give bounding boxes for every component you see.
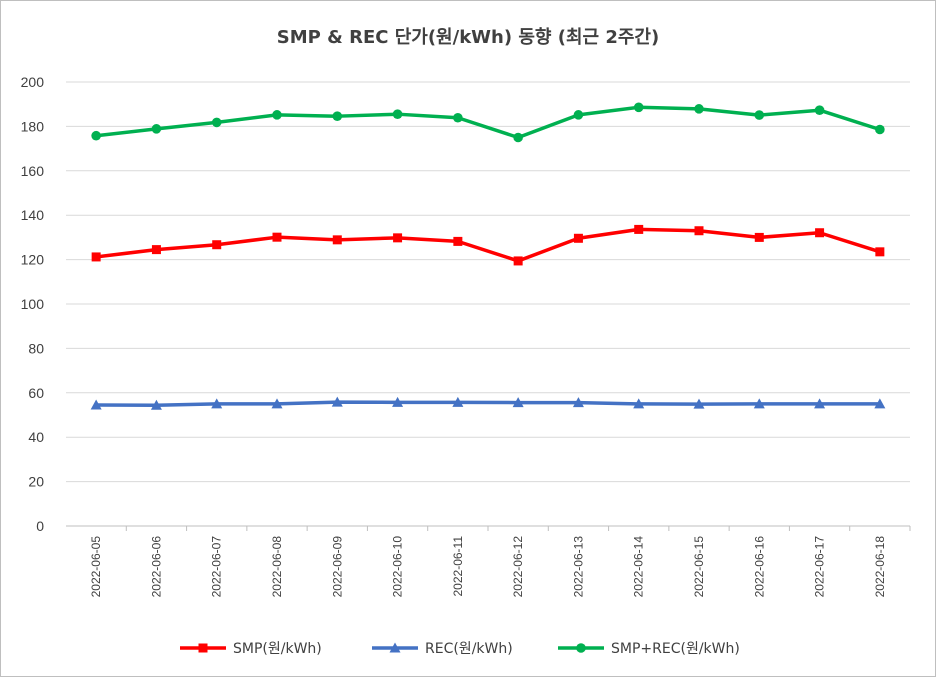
data-point-rec: [753, 398, 765, 409]
y-tick-label: 80: [28, 340, 44, 356]
data-point-smp: [513, 256, 523, 266]
data-point-smp: [91, 252, 101, 262]
x-tick-label: 2022-06-06: [149, 536, 163, 598]
series-smp-rec: [91, 102, 885, 143]
data-point-smp-rec: [694, 104, 704, 114]
data-point-smp: [694, 226, 704, 236]
data-point-rec: [814, 398, 826, 409]
data-point-smp-rec: [573, 110, 584, 120]
x-tick-label: 2022-06-05: [89, 536, 103, 598]
legend-marker-smp-rec: [576, 643, 586, 653]
chart-title: SMP & REC 단가(원/kWh) 동향 (최근 2주간): [277, 27, 659, 48]
data-point-rec: [452, 396, 464, 407]
data-point-smp: [815, 228, 825, 238]
data-point-smp: [272, 232, 282, 242]
data-point-smp: [573, 233, 583, 243]
y-tick-label: 100: [21, 296, 45, 312]
data-point-smp: [151, 245, 161, 255]
gridlines: [66, 81, 910, 527]
data-point-rec: [90, 399, 102, 410]
data-point-smp-rec: [151, 124, 162, 134]
data-point-smp-rec: [875, 124, 885, 135]
x-tick-label: 2022-06-13: [571, 536, 585, 598]
y-tick-label: 40: [28, 429, 44, 445]
data-point-rec: [572, 397, 584, 408]
legend: SMP(원/kWh) REC(원/kWh) SMP+REC(원/kWh): [180, 641, 740, 657]
y-tick-label: 180: [21, 118, 45, 134]
data-point-rec: [331, 396, 343, 407]
x-tick-label: 2022-06-11: [451, 536, 465, 597]
legend-label-smp: SMP(원/kWh): [233, 641, 322, 657]
x-tick-label: 2022-06-12: [511, 536, 525, 598]
data-point-smp-rec: [332, 111, 343, 121]
data-point-smp-rec: [272, 110, 282, 120]
x-tick-label: 2022-06-08: [270, 536, 284, 598]
data-point-rec: [271, 398, 283, 409]
data-point-smp: [875, 247, 885, 257]
x-tick-label: 2022-06-18: [873, 536, 887, 598]
series-rec: [90, 396, 886, 410]
series-smp: [91, 224, 885, 266]
data-point-rec: [512, 397, 524, 408]
series-line-rec: [94, 400, 882, 407]
data-point-rec: [211, 398, 223, 409]
y-tick-label: 140: [21, 207, 45, 223]
y-tick-label: 120: [21, 252, 45, 268]
data-point-smp: [754, 232, 764, 242]
data-point-rec: [693, 398, 705, 409]
x-axis-ticks: 2022-06-05 2022-06-06 2022-06-07 2022-06-08…: [89, 526, 911, 598]
x-tick-label: 2022-06-14: [632, 536, 646, 598]
legend-label-rec: REC(원/kWh): [425, 641, 513, 657]
data-point-smp-rec: [814, 105, 825, 115]
x-tick-label: 2022-06-10: [391, 536, 405, 598]
data-point-rec: [150, 399, 162, 410]
y-tick-label: 200: [21, 74, 45, 90]
data-point-smp: [393, 233, 403, 243]
series-layer: [90, 102, 886, 410]
data-point-rec: [392, 396, 404, 407]
data-point-smp: [332, 235, 342, 245]
data-point-smp-rec: [91, 130, 101, 141]
data-point-smp: [453, 236, 463, 246]
data-point-smp: [634, 224, 644, 234]
data-point-smp: [212, 240, 222, 250]
x-tick-label: 2022-06-15: [692, 536, 706, 598]
legend-item-smp: SMP(원/kWh): [180, 641, 322, 657]
data-point-rec: [633, 398, 645, 409]
legend-item-rec: REC(원/kWh): [372, 641, 513, 657]
legend-label-smp-rec: SMP+REC(원/kWh): [611, 641, 740, 657]
legend-marker-smp: [198, 643, 208, 653]
y-tick-label: 0: [36, 518, 44, 534]
data-point-smp-rec: [392, 109, 403, 119]
series-line-smp-rec: [94, 105, 882, 140]
x-tick-label: 2022-06-07: [210, 536, 224, 598]
y-tick-label: 20: [28, 474, 44, 490]
y-axis-ticks: 0 20 40 60 80 100 120 140 160 180 200: [21, 74, 45, 534]
series-line-smp: [94, 227, 882, 263]
x-tick-label: 2022-06-17: [813, 536, 827, 598]
x-tick-label: 2022-06-16: [752, 536, 766, 598]
y-tick-label: 160: [21, 163, 45, 179]
legend-marker-rec: [389, 642, 401, 653]
y-tick-label: 60: [28, 385, 44, 401]
x-tick-label: 2022-06-09: [330, 536, 344, 598]
data-point-smp-rec: [453, 112, 463, 123]
data-point-smp-rec: [211, 117, 222, 128]
data-point-smp-rec: [754, 110, 765, 120]
data-point-smp-rec: [633, 102, 644, 113]
data-point-smp-rec: [513, 132, 523, 143]
legend-item-smp-rec: SMP+REC(원/kWh): [558, 641, 740, 657]
data-point-rec: [874, 398, 886, 409]
